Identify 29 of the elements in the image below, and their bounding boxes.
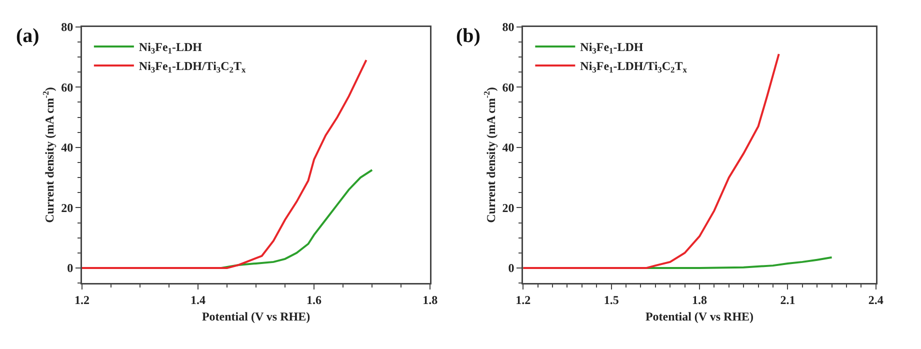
y-tick-label: 80 — [502, 20, 514, 34]
text: (a) — [16, 25, 40, 47]
x-tick-label: 1.8 — [692, 292, 707, 307]
y-tick-label: 80 — [61, 20, 74, 34]
x-tick-label: 1.8 — [422, 292, 438, 307]
x-tick-label: 2.1 — [780, 292, 796, 307]
y-tick-label: 40 — [502, 140, 514, 155]
legend-label: Ni$_{3}$Fe$_{1}$-LDH — [138, 40, 203, 56]
x-tick-label: 1.6 — [306, 292, 322, 307]
text: Ni$_{3}$Fe$_{1}$-LDH/Ti$_{3}$C$_{2}$T$_{x}$ — [138, 59, 246, 75]
x-tick-label: 1.2 — [516, 292, 531, 307]
y-tick-label: 0 — [508, 261, 514, 276]
y-tick-label: 60 — [61, 80, 74, 94]
x-tick-label: 2.4 — [868, 292, 884, 307]
text: Ni$_{3}$Fe$_{1}$-LDH/Ti$_{3}$C$_{2}$T$_{x}$ — [580, 59, 687, 75]
y-tick-label: 20 — [61, 200, 74, 215]
y-tick-label: 20 — [502, 200, 514, 215]
x-tick-label: 1.2 — [74, 292, 90, 307]
x-tick-label: 1.5 — [604, 292, 619, 307]
x-axis-title: Potential (V vs RHE) — [645, 310, 754, 324]
x-tick-label: 1.4 — [190, 292, 206, 307]
y-tick-label: 0 — [67, 261, 74, 276]
x-axis-title: Potential (V vs RHE) — [202, 310, 310, 324]
text: (b) — [456, 25, 480, 47]
y-tick-label: 60 — [502, 80, 514, 94]
line-series — [82, 59, 368, 269]
line-series — [523, 52, 780, 269]
y-tick-label: 40 — [61, 140, 74, 155]
legend-label: Ni$_{3}$Fe$_{1}$-LDH — [580, 40, 644, 56]
